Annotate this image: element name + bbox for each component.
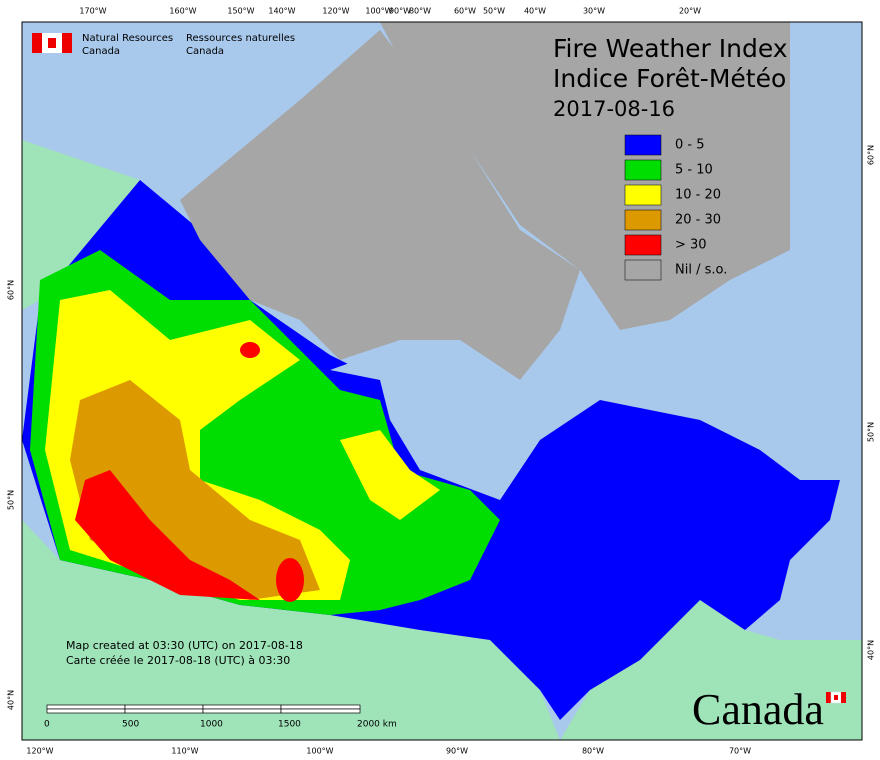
fwi-above-30-patch: [240, 342, 260, 358]
legend-swatch: [624, 184, 662, 206]
fwi-above-30-patch: [276, 558, 304, 602]
longitude-label: 160°W: [169, 7, 196, 16]
alaska-west: [22, 140, 140, 310]
footer: Carte créée le 2017-08-18 (UTC) à 03:30: [66, 654, 290, 667]
scale-label: 1500: [278, 720, 301, 730]
legend-label: 10 - 20: [675, 188, 721, 203]
scale-segment: [280, 704, 361, 710]
frame: [21, 21, 863, 741]
legend-swatch: [624, 159, 662, 181]
united-states-east: [560, 600, 862, 740]
arctic-islands: [180, 30, 580, 380]
fwi-10-20-east: [340, 430, 440, 520]
scale-segment: [280, 708, 361, 714]
scale-segment: [202, 704, 282, 710]
longitude-label: 40°W: [524, 7, 546, 16]
latitude-label: 60°N: [7, 280, 16, 300]
longitude-label: 110°W: [171, 747, 198, 756]
legend-swatch: [624, 234, 662, 256]
wordmark: Canada: [692, 685, 824, 734]
longitude-label: 100°W: [306, 747, 333, 756]
scale-segment: [124, 708, 204, 714]
legend-swatch: [624, 209, 662, 231]
longitude-label: 70°W: [729, 747, 751, 756]
longitude-label: 100°W: [365, 7, 392, 16]
scale-segment: [124, 704, 204, 710]
legend-label: 0 - 5: [675, 138, 705, 153]
footer: Map created at 03:30 (UTC) on 2017-08-18: [66, 639, 303, 652]
org-fr: Ressources naturelles: [186, 33, 295, 44]
legend-label: > 30: [675, 238, 707, 253]
united-states: [22, 520, 560, 740]
graticule: 170°W 160°W 150°W 140°W 120°W 100°W90°W80°W 60…: [7, 7, 876, 756]
legend-label: 5 - 10: [675, 163, 713, 178]
latitude-label: 40°N: [867, 640, 876, 660]
legend-swatch: [624, 134, 662, 156]
longitude-label: 90°W: [446, 747, 468, 756]
org-en: Canada: [82, 46, 120, 57]
legend: 0 - 5 5 - 10 10 - 20 20 - 30 > 30 Nil / s.o.: [624, 134, 727, 281]
latitude-label: 40°N: [7, 690, 16, 710]
title: Indice Forêt-Météo: [553, 64, 786, 93]
longitude-label: 20°W: [679, 7, 701, 16]
legend-label: Nil / s.o.: [675, 263, 727, 278]
org-en: Natural Resources: [82, 33, 173, 44]
longitude-label: 150°W: [227, 7, 254, 16]
legend-swatch: [624, 259, 662, 281]
scale-bar: 0 500 1000 1500 2000 km: [44, 704, 397, 730]
longitude-label: 80°W: [582, 747, 604, 756]
scale-label: 1000: [200, 720, 223, 730]
longitude-label: 50°W: [483, 7, 505, 16]
latitude-label: 60°N: [867, 145, 876, 165]
longitude-label: 90°W: [389, 7, 411, 16]
title: Fire Weather Index: [553, 34, 788, 63]
greenland: [380, 22, 790, 330]
wordmark-flag: [826, 691, 846, 704]
fwi-above-30: [75, 470, 260, 600]
latitude-label: 50°N: [7, 490, 16, 510]
longitude-label: 120°W: [322, 7, 349, 16]
legend-label: 20 - 30: [675, 213, 721, 228]
latitude-label: 50°N: [867, 422, 876, 442]
scale-segment: [46, 704, 126, 710]
org-fr: Canada: [186, 46, 224, 57]
hudson-bay: [330, 345, 540, 480]
top-margin: [0, 0, 880, 22]
scale-label: 2000 km: [357, 720, 397, 730]
scale-segment: [46, 708, 126, 714]
longitude-label: 80°W: [409, 7, 431, 16]
nrcan-flag: [32, 33, 72, 53]
longitude-label: 170°W: [79, 7, 106, 16]
longitude-label: 60°W: [454, 7, 476, 16]
longitude-label: 30°W: [583, 7, 605, 16]
scale-label: 0: [44, 720, 50, 730]
scale-label: 500: [122, 720, 139, 730]
longitude-label: 120°W: [26, 747, 53, 756]
longitude-label: 140°W: [268, 7, 295, 16]
date: 2017-08-16: [553, 97, 675, 121]
scale-segment: [202, 708, 282, 714]
